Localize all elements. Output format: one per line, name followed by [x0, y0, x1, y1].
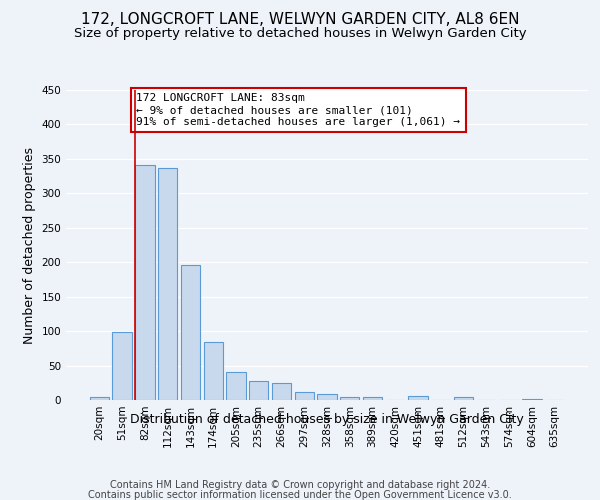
Bar — [181, 265, 200, 400]
Bar — [90, 396, 109, 400]
Bar — [158, 168, 178, 400]
Bar — [454, 397, 473, 400]
Bar — [522, 398, 542, 400]
Bar — [317, 394, 337, 400]
Bar — [203, 342, 223, 400]
Bar — [409, 396, 428, 400]
Bar — [363, 396, 382, 400]
Text: 172, LONGCROFT LANE, WELWYN GARDEN CITY, AL8 6EN: 172, LONGCROFT LANE, WELWYN GARDEN CITY,… — [81, 12, 519, 28]
Bar — [226, 372, 245, 400]
Text: Distribution of detached houses by size in Welwyn Garden City: Distribution of detached houses by size … — [130, 412, 524, 426]
Text: Size of property relative to detached houses in Welwyn Garden City: Size of property relative to detached ho… — [74, 28, 526, 40]
Bar — [135, 165, 155, 400]
Bar — [340, 397, 359, 400]
Text: Contains HM Land Registry data © Crown copyright and database right 2024.: Contains HM Land Registry data © Crown c… — [110, 480, 490, 490]
Bar — [249, 382, 268, 400]
Text: Contains public sector information licensed under the Open Government Licence v3: Contains public sector information licen… — [88, 490, 512, 500]
Bar — [112, 332, 132, 400]
Bar — [295, 392, 314, 400]
Bar — [272, 383, 291, 400]
Y-axis label: Number of detached properties: Number of detached properties — [23, 146, 36, 344]
Text: 172 LONGCROFT LANE: 83sqm
← 9% of detached houses are smaller (101)
91% of semi-: 172 LONGCROFT LANE: 83sqm ← 9% of detach… — [136, 94, 460, 126]
